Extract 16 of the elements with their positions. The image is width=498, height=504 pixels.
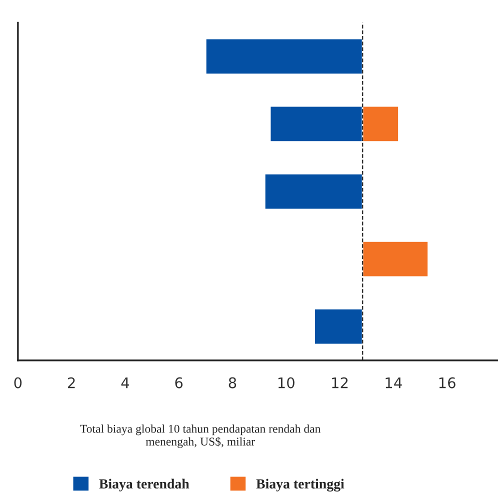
x-tick-label: 2 xyxy=(68,377,75,388)
x-tick-label: 6 xyxy=(175,377,183,388)
bar xyxy=(204,38,364,76)
bar xyxy=(314,308,364,346)
x-tick-label: 4 xyxy=(121,377,130,388)
x-tick-label: 12 xyxy=(332,377,348,388)
bar xyxy=(264,172,364,210)
x-axis-title: Total biaya global 10 tahun pendapatan rendah dan menengah, US$, miliar xyxy=(80,424,321,448)
x-tick-label: 14 xyxy=(386,377,402,388)
x-tick-label: 8 xyxy=(228,377,236,388)
legend-label: Biaya terendah xyxy=(99,478,190,492)
legend-label: Biaya tertinggi xyxy=(256,478,344,492)
bar xyxy=(362,240,429,278)
x-tick-label: 16 xyxy=(439,377,456,388)
x-tick-label: 0 xyxy=(14,377,22,388)
x-tick-label: 10 xyxy=(278,377,294,388)
